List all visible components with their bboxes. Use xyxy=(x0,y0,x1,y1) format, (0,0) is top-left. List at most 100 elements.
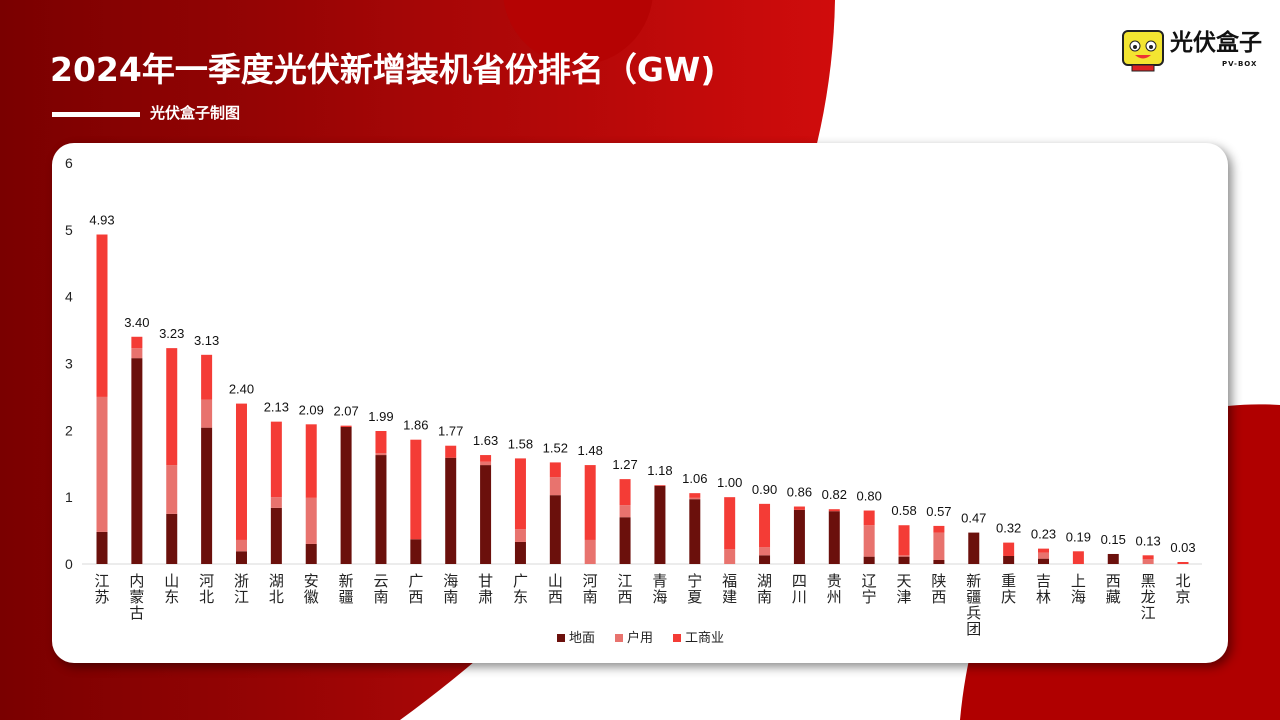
bar-segment-户用 xyxy=(759,547,771,556)
legend-label: 地面 xyxy=(569,631,595,646)
x-tick-label: 贵州 xyxy=(827,572,842,606)
x-tick-label: 河南 xyxy=(583,572,598,606)
bar-segment-地面 xyxy=(689,499,701,564)
data-label: 0.19 xyxy=(1066,529,1091,544)
x-tick-label: 吉林 xyxy=(1036,572,1051,606)
data-label: 1.63 xyxy=(473,433,498,448)
data-label: 1.48 xyxy=(578,443,603,458)
x-tick-label: 辽宁 xyxy=(862,572,877,606)
bar-segment-地面 xyxy=(759,555,771,564)
x-tick-label: 甘肃 xyxy=(478,572,493,606)
data-label: 4.93 xyxy=(89,213,114,228)
bar-segment-地面 xyxy=(968,532,980,564)
bar-segment-工商业 xyxy=(724,497,736,550)
bar-segment-工商业 xyxy=(1142,555,1154,560)
x-tick-label: 福建 xyxy=(722,572,737,606)
data-label: 3.13 xyxy=(194,333,219,348)
data-label: 0.47 xyxy=(961,511,986,526)
x-tick-label: 天津 xyxy=(897,572,912,606)
data-label: 2.07 xyxy=(333,404,358,419)
x-tick-label: 新疆兵团 xyxy=(966,572,981,638)
bar-segment-工商业 xyxy=(619,479,631,506)
x-tick-label: 河北 xyxy=(199,572,214,606)
bar-segment-工商业 xyxy=(514,458,526,530)
data-label: 0.90 xyxy=(752,482,777,497)
bar-segment-地面 xyxy=(305,543,317,564)
bar-segment-户用 xyxy=(898,555,910,557)
data-label: 2.09 xyxy=(299,402,324,417)
bar-segment-地面 xyxy=(201,427,213,564)
x-tick-label: 西藏 xyxy=(1106,572,1121,606)
bar-segment-户用 xyxy=(305,497,317,544)
x-tick-label: 广西 xyxy=(408,572,423,606)
legend-swatch-户用 xyxy=(615,634,623,642)
bar-segment-户用 xyxy=(201,399,213,428)
bar-segment-工商业 xyxy=(445,445,457,458)
bar-segment-工商业 xyxy=(375,431,387,454)
bar-segment-户用 xyxy=(131,348,143,359)
bar-segment-工商业 xyxy=(898,525,910,556)
legend-swatch-工商业 xyxy=(673,634,681,642)
data-label: 1.77 xyxy=(438,424,463,439)
bar-segment-工商业 xyxy=(340,425,352,427)
stacked-bar-chart: 0 1 2 3 4 5 6 4.93 江苏 3.40 内蒙古 3.23 山东 3.13 河北 2.40 浙江 2.… xyxy=(65,155,1202,646)
bar-segment-工商业 xyxy=(201,354,213,400)
data-label: 0.23 xyxy=(1031,527,1056,542)
data-label: 3.40 xyxy=(124,315,149,330)
bar-segment-地面 xyxy=(619,517,631,564)
bar-segment-工商业 xyxy=(1177,561,1189,564)
x-tick-label: 云南 xyxy=(373,572,388,606)
data-label: 1.52 xyxy=(543,440,568,455)
logo-subtext: PV-BOX xyxy=(1222,60,1258,68)
bar-segment-地面 xyxy=(1003,555,1015,564)
x-tick-label: 四川 xyxy=(792,572,807,606)
bar-segment-户用 xyxy=(619,505,631,518)
x-tick-label: 宁夏 xyxy=(687,572,702,606)
bar-segment-工商业 xyxy=(689,493,701,498)
x-tick-label: 浙江 xyxy=(234,572,249,606)
bar-segment-地面 xyxy=(1107,553,1119,564)
y-tick-label: 2 xyxy=(65,422,73,438)
bar-segment-工商业 xyxy=(1038,548,1050,553)
bar-segment-地面 xyxy=(654,485,666,564)
bar-segment-地面 xyxy=(131,358,143,564)
bar-segment-户用 xyxy=(1142,559,1154,564)
bar-segment-户用 xyxy=(166,465,178,514)
y-tick-label: 4 xyxy=(65,289,73,305)
data-label: 1.00 xyxy=(717,475,742,490)
bar-segment-地面 xyxy=(410,539,422,564)
bar-segment-地面 xyxy=(1038,558,1050,564)
bar-segment-地面 xyxy=(96,531,108,564)
bar-segment-工商业 xyxy=(828,509,840,512)
bar-segment-工商业 xyxy=(235,403,247,540)
x-tick-label: 青海 xyxy=(652,572,667,606)
bar-segment-户用 xyxy=(270,497,282,508)
x-tick-label: 海南 xyxy=(443,572,458,606)
data-label: 1.18 xyxy=(647,463,672,478)
bar-segment-工商业 xyxy=(863,510,875,526)
x-tick-label: 山西 xyxy=(548,572,563,606)
x-tick-label: 山东 xyxy=(164,572,179,606)
bar-segment-地面 xyxy=(375,455,387,564)
legend-label: 户用 xyxy=(627,630,653,646)
bar-segment-户用 xyxy=(1038,552,1050,559)
bar-segment-工商业 xyxy=(1003,542,1015,556)
data-label: 0.86 xyxy=(787,485,812,500)
y-tick-label: 1 xyxy=(65,489,73,505)
bar-segment-户用 xyxy=(584,539,596,564)
x-tick-label: 湖南 xyxy=(757,572,772,606)
bar-segment-工商业 xyxy=(270,421,282,498)
bar-segment-工商业 xyxy=(305,424,317,498)
bar-segment-工商业 xyxy=(654,485,666,486)
bar-segment-地面 xyxy=(863,556,875,564)
logo-text: 光伏盒子 xyxy=(1170,30,1262,56)
x-tick-label: 陕西 xyxy=(931,572,946,606)
bar-segment-地面 xyxy=(549,495,561,564)
pv-box-logo xyxy=(1122,30,1164,72)
y-tick-label: 3 xyxy=(65,356,73,372)
bar-segment-户用 xyxy=(549,477,561,496)
data-label: 3.23 xyxy=(159,326,184,341)
data-label: 2.13 xyxy=(264,400,289,415)
data-label: 1.58 xyxy=(508,436,533,451)
title-divider xyxy=(52,112,140,117)
